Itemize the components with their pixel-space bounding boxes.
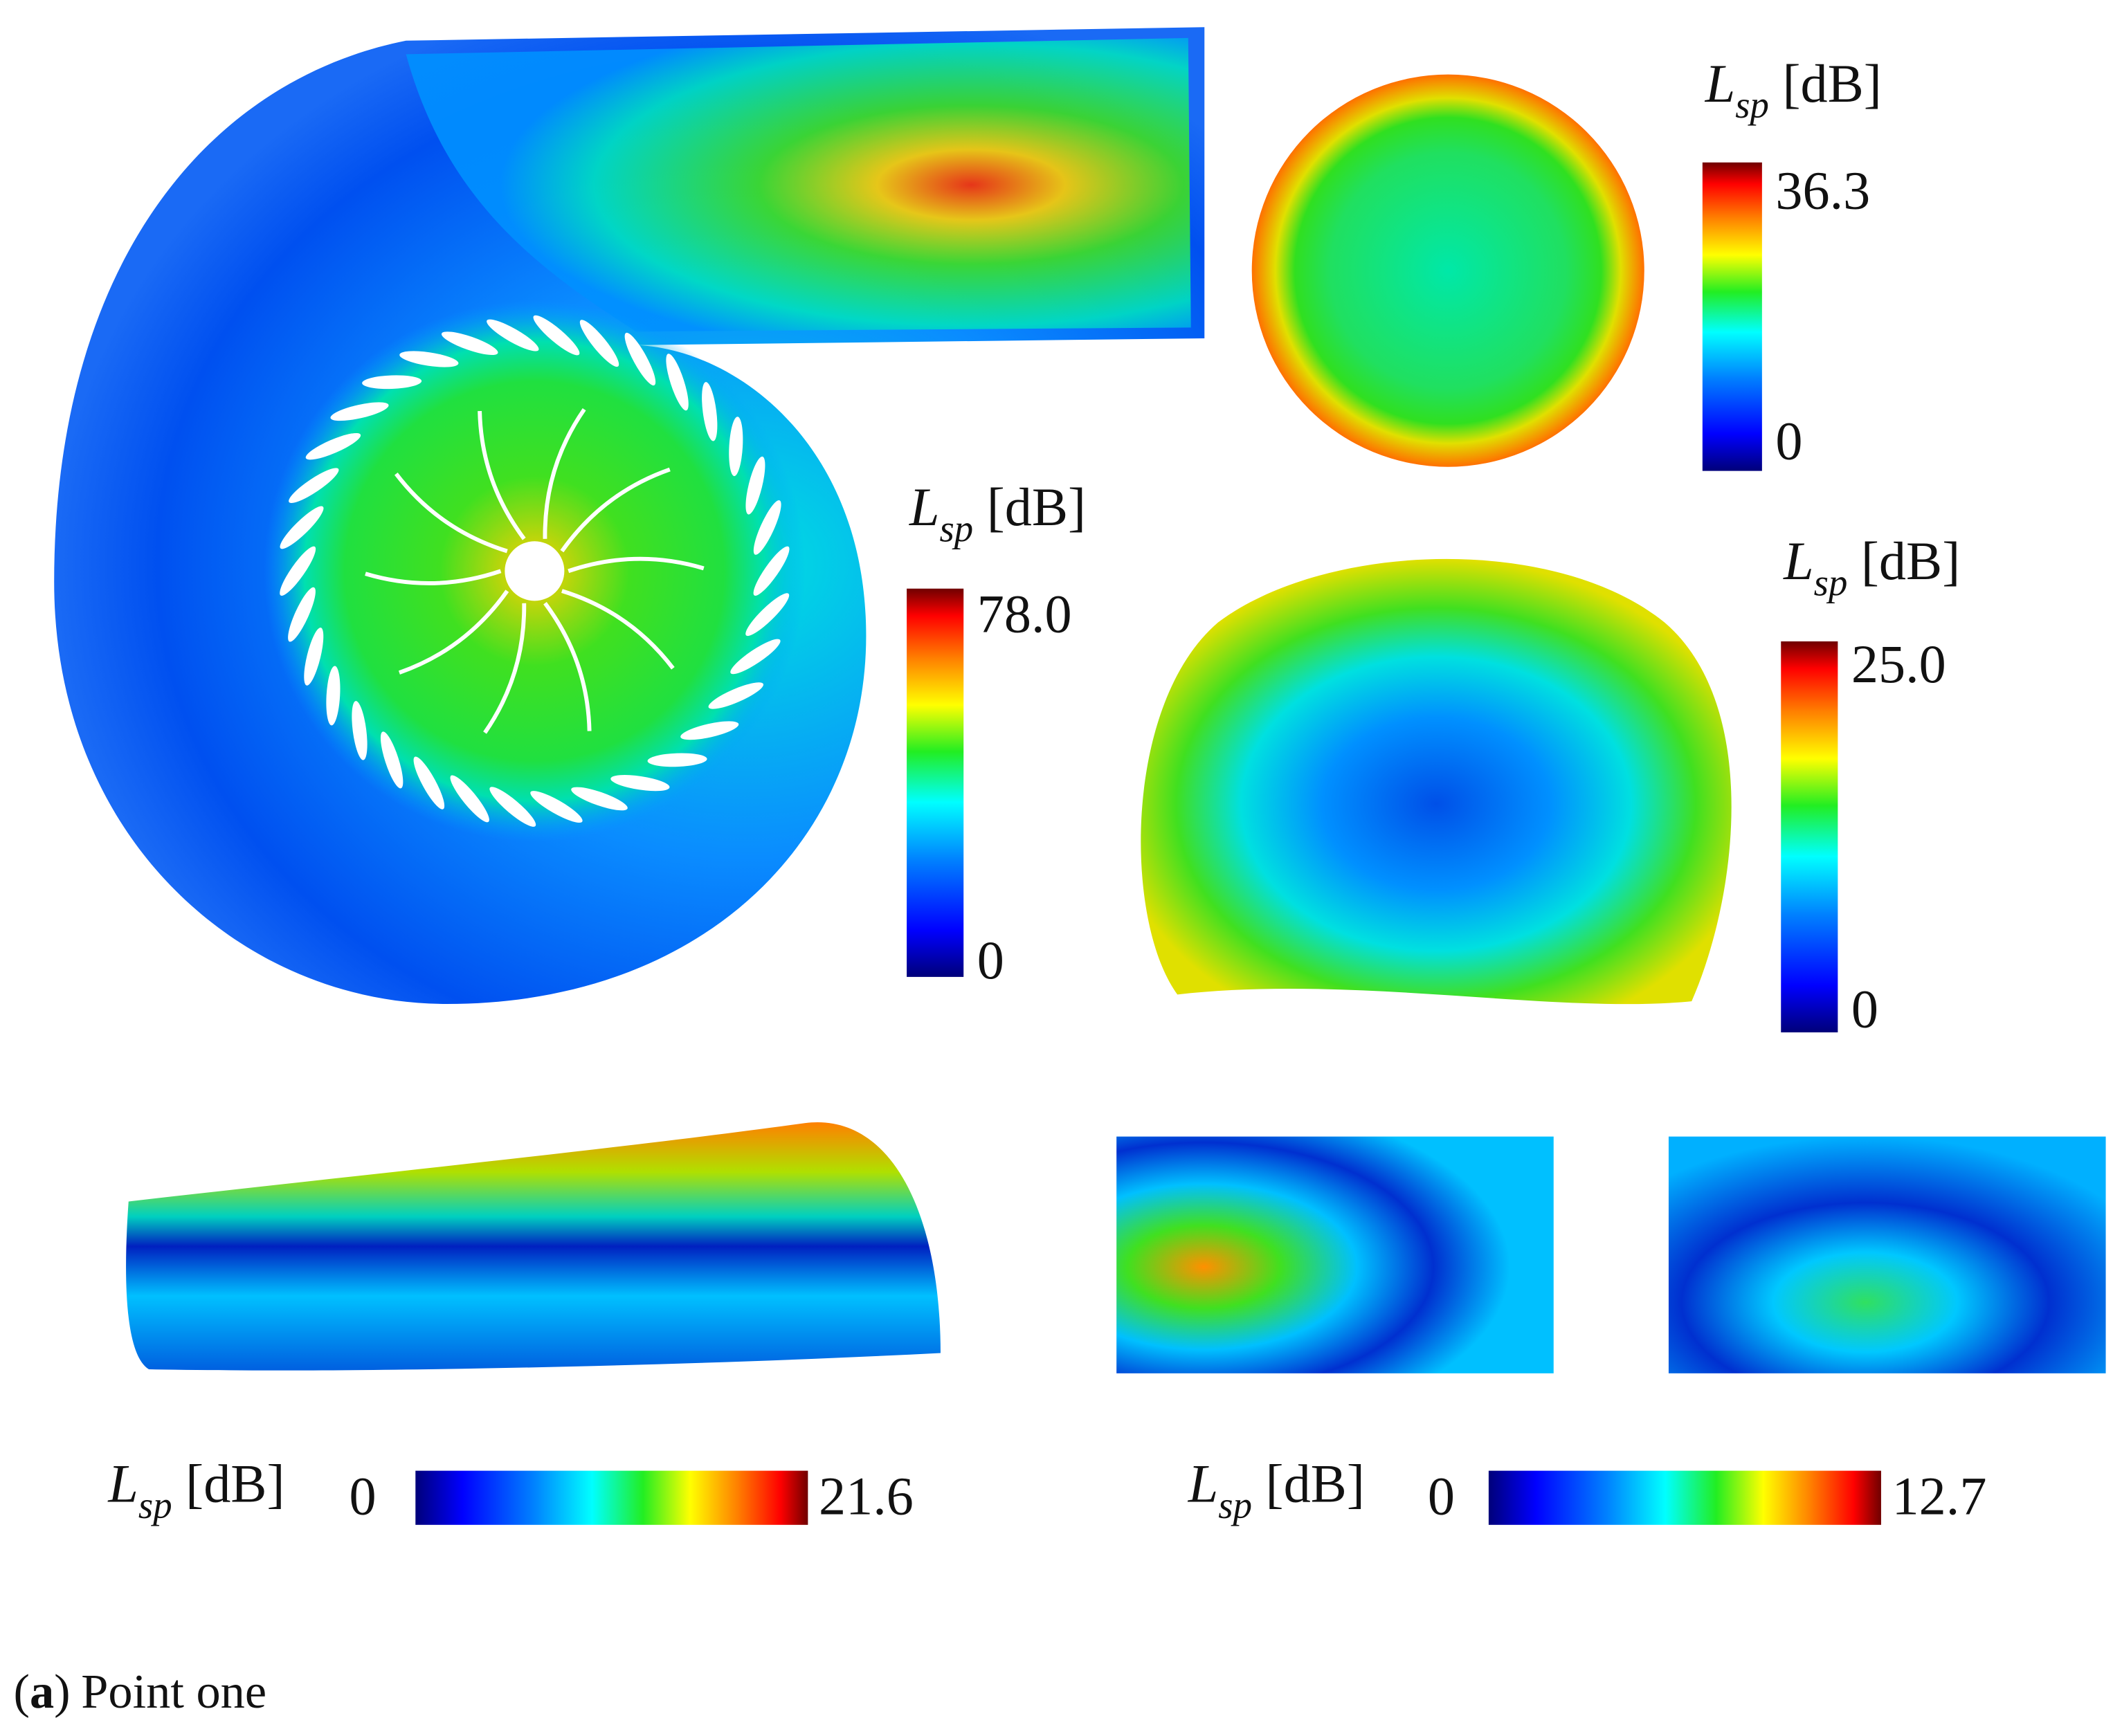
colorbar-title: Lsp [dB] <box>107 1454 284 1526</box>
blade <box>708 682 764 709</box>
colorbar-labels: Lsp [dB] 36.3 0 Lsp [dB] 78.0 0 Lsp [dB] 25.0 0 Lsp [… <box>107 53 1986 1526</box>
blade <box>441 331 498 356</box>
blade <box>624 332 656 386</box>
symbol: L <box>1188 1454 1219 1514</box>
volute-contour <box>54 27 1205 1005</box>
blade <box>730 639 781 675</box>
subscript: sp <box>940 507 974 549</box>
colorbar-max: 21.6 <box>819 1466 914 1526</box>
blade <box>487 319 539 351</box>
colorbar-title: Lsp [dB] <box>909 477 1086 549</box>
colorbar-min: 0 <box>1428 1466 1455 1526</box>
colorbar-min: 0 <box>1851 979 1878 1039</box>
blade <box>380 731 403 789</box>
blade <box>753 500 781 555</box>
inner-blade <box>478 410 526 540</box>
blade <box>352 701 368 760</box>
colorbar <box>1702 162 1762 471</box>
blade <box>489 787 536 827</box>
blade <box>330 402 389 421</box>
unit: [dB] <box>987 477 1086 537</box>
symbol: L <box>1705 53 1735 113</box>
blade <box>280 506 324 549</box>
blade <box>571 787 628 811</box>
inner-blade <box>543 602 592 731</box>
colorbar-title: Lsp [dB] <box>1188 1454 1365 1526</box>
inner-blade <box>568 556 705 574</box>
blade <box>305 432 361 460</box>
unit: [dB] <box>1782 53 1881 113</box>
unit: [dB] <box>1861 531 1960 591</box>
blade <box>399 351 459 367</box>
blade <box>362 375 422 390</box>
colorbar-max: 78.0 <box>977 584 1072 644</box>
unit: [dB] <box>185 1454 284 1514</box>
symbol: L <box>1783 531 1813 591</box>
blade <box>450 775 489 823</box>
caption: (a) Point one <box>14 1665 267 1719</box>
inner-blade <box>394 473 508 554</box>
symbol: L <box>107 1454 138 1514</box>
blade <box>326 666 341 726</box>
impeller-hub <box>505 541 565 601</box>
outlet-region <box>406 37 1191 332</box>
blade <box>610 775 670 792</box>
inner-blade <box>560 467 671 553</box>
inlet-contour <box>1251 74 1644 467</box>
blade <box>745 593 790 637</box>
blade <box>413 756 445 810</box>
blade <box>729 417 743 477</box>
colorbar-min: 0 <box>977 930 1004 990</box>
impeller-blades <box>280 315 790 827</box>
colorbar-max: 12.7 <box>1892 1466 1987 1526</box>
blade <box>680 721 739 740</box>
colorbar-min: 0 <box>1775 410 1802 470</box>
colorbar <box>1781 641 1838 1033</box>
rect-contour-1 <box>1116 1136 1554 1373</box>
inner-blade <box>365 569 502 585</box>
caption-text: Point one <box>81 1665 266 1719</box>
symbol: L <box>909 477 940 537</box>
subscript: sp <box>1218 1484 1252 1526</box>
inner-blade <box>561 589 675 670</box>
slab-contour <box>126 1122 941 1371</box>
colorbar-max: 25.0 <box>1851 634 1946 694</box>
blade <box>280 546 316 596</box>
blade <box>666 354 689 411</box>
blade <box>304 628 324 686</box>
colorbar <box>907 588 964 977</box>
blade <box>530 791 583 823</box>
unit: [dB] <box>1266 1454 1365 1514</box>
colorbar-max: 36.3 <box>1775 161 1870 221</box>
rect-contour-2 <box>1668 1136 2106 1373</box>
subscript: sp <box>1814 561 1848 603</box>
colorbar-min: 0 <box>349 1466 376 1526</box>
caption-open: ( <box>14 1665 30 1719</box>
colorbar-title: Lsp [dB] <box>1783 531 1960 603</box>
subscript: sp <box>138 1484 172 1526</box>
blade <box>579 320 619 367</box>
section-contour <box>1141 558 1732 1005</box>
blade <box>702 382 718 441</box>
blade <box>533 315 580 356</box>
inner-blade <box>543 408 586 539</box>
caption-close: ) <box>54 1665 70 1719</box>
colorbar <box>1488 1470 1881 1525</box>
blade <box>288 587 316 642</box>
colorbar <box>415 1470 808 1525</box>
colorbar-title: Lsp [dB] <box>1705 53 1882 126</box>
blade <box>647 753 707 767</box>
blade <box>289 468 339 503</box>
blade <box>753 546 790 596</box>
subscript: sp <box>1735 84 1769 126</box>
caption-label: a <box>30 1665 54 1719</box>
inner-blade <box>398 590 509 675</box>
blade <box>745 456 765 515</box>
inner-blade <box>483 603 527 734</box>
